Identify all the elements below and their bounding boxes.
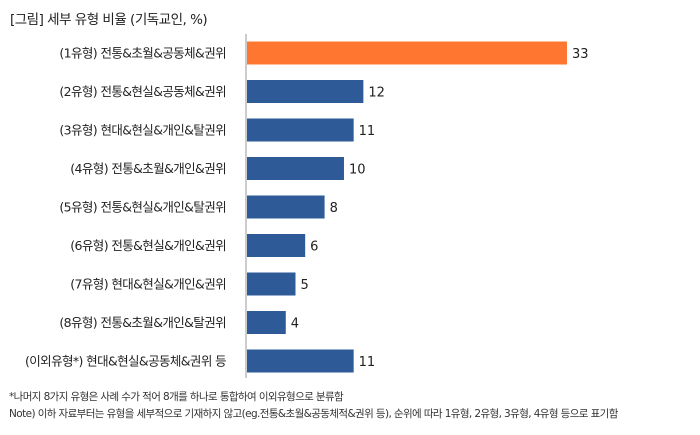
bar (247, 349, 354, 373)
bar (247, 41, 567, 65)
category-label: (1유형) 전통&초월&공동체&권위 (59, 46, 226, 61)
bar-chart: (1유형) 전통&초월&공동체&권위 33 (2유형) 전통&현실&공동체&권위 12… (25, 34, 589, 378)
bar (247, 234, 306, 257)
value-label: 4 (291, 317, 299, 332)
bar (247, 195, 325, 219)
value-label: 6 (310, 240, 318, 255)
category-label: (이외유형*) 현대&현실&공동체&권위 등 (25, 354, 226, 369)
category-label: (8유형) 전통&초월&개인&탈권위 (59, 315, 226, 330)
value-label: 33 (572, 47, 589, 62)
category-label: (5유형) 전통&현실&개인&탈권위 (59, 200, 226, 215)
value-label: 5 (300, 278, 308, 293)
chart-title: [그림] 세부 유형 비율 (기독교인, %) (10, 12, 208, 28)
category-label: (3유형) 현대&현실&개인&탈권위 (59, 123, 226, 138)
footnote-2: Note) 이하 자료부터는 유형을 세부적으로 기재하지 않고(eg.전통&초… (9, 408, 618, 420)
value-label: 10 (349, 163, 366, 178)
value-label: 8 (330, 201, 338, 216)
category-label: (4유형) 전통&초월&개인&권위 (70, 161, 226, 176)
bar (247, 80, 364, 103)
value-label: 12 (368, 86, 385, 101)
category-label: (7유형) 현대&현실&개인&권위 (70, 277, 226, 292)
category-label: (6유형) 전통&현실&개인&권위 (70, 238, 226, 253)
bar (247, 272, 296, 296)
bar (247, 157, 344, 180)
category-label: (2유형) 전통&현실&공동체&권위 (59, 84, 226, 99)
value-label: 11 (359, 124, 376, 139)
bar (247, 118, 354, 142)
footnote-1: *나머지 8가지 유형은 사례 수가 적어 8개를 하나로 통합하여 이외유형으… (9, 391, 344, 403)
bar (247, 311, 286, 334)
value-label: 11 (359, 355, 376, 370)
